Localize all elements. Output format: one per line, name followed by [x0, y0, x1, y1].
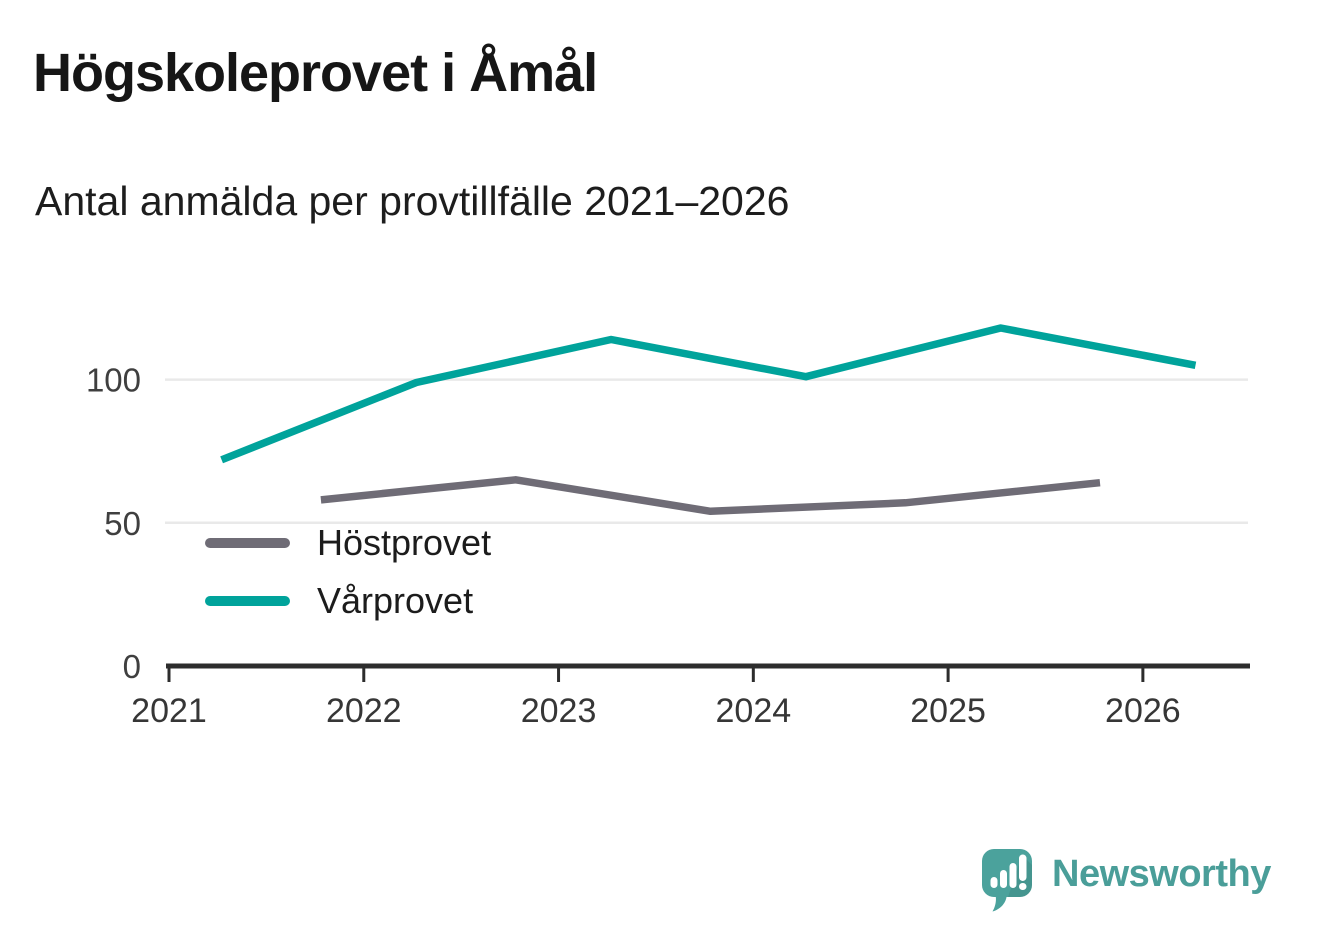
- series-line-varprovet: [220, 324, 1197, 464]
- series-line-hostprovet: [320, 476, 1101, 516]
- logo-bar-icon: [990, 877, 998, 888]
- y-axis-tick-label: 100: [86, 362, 141, 399]
- y-axis-tick-label: 0: [123, 648, 141, 685]
- newsworthy-logo-icon: [982, 849, 1032, 912]
- page-title: Högskoleprovet i Åmål: [33, 43, 598, 103]
- legend-label: Vårprovet: [317, 580, 474, 621]
- x-axis-tick-label: 2025: [910, 692, 986, 730]
- y-axis-tick-label: 50: [104, 505, 141, 542]
- legend-item-hostprovet: Höstprovet: [205, 522, 491, 564]
- x-axis-tick-label: 2021: [131, 692, 207, 730]
- chart-legend: Höstprovet Vårprovet: [205, 522, 491, 622]
- x-axis-tick-label: 2026: [1105, 692, 1181, 730]
- varprovet-line-swatch-icon: [205, 596, 290, 606]
- logo-bar-icon: [1009, 863, 1017, 888]
- logo-exclamation-dot-icon: [1019, 883, 1027, 890]
- x-axis-tick-label: 2022: [326, 692, 402, 730]
- logo-bar-icon: [1000, 870, 1007, 888]
- hostprovet-line-swatch-icon: [205, 538, 290, 548]
- x-axis-tick-label: 2024: [716, 692, 792, 730]
- legend-label: Höstprovet: [317, 522, 492, 563]
- brand-name: Newsworthy: [1052, 853, 1271, 895]
- x-axis-tick-label: 2023: [521, 692, 597, 730]
- logo-exclamation-icon: [1019, 854, 1027, 881]
- chart-subtitle: Antal anmälda per provtillfälle 2021–202…: [35, 178, 790, 224]
- legend-item-varprovet: Vårprovet: [205, 580, 491, 622]
